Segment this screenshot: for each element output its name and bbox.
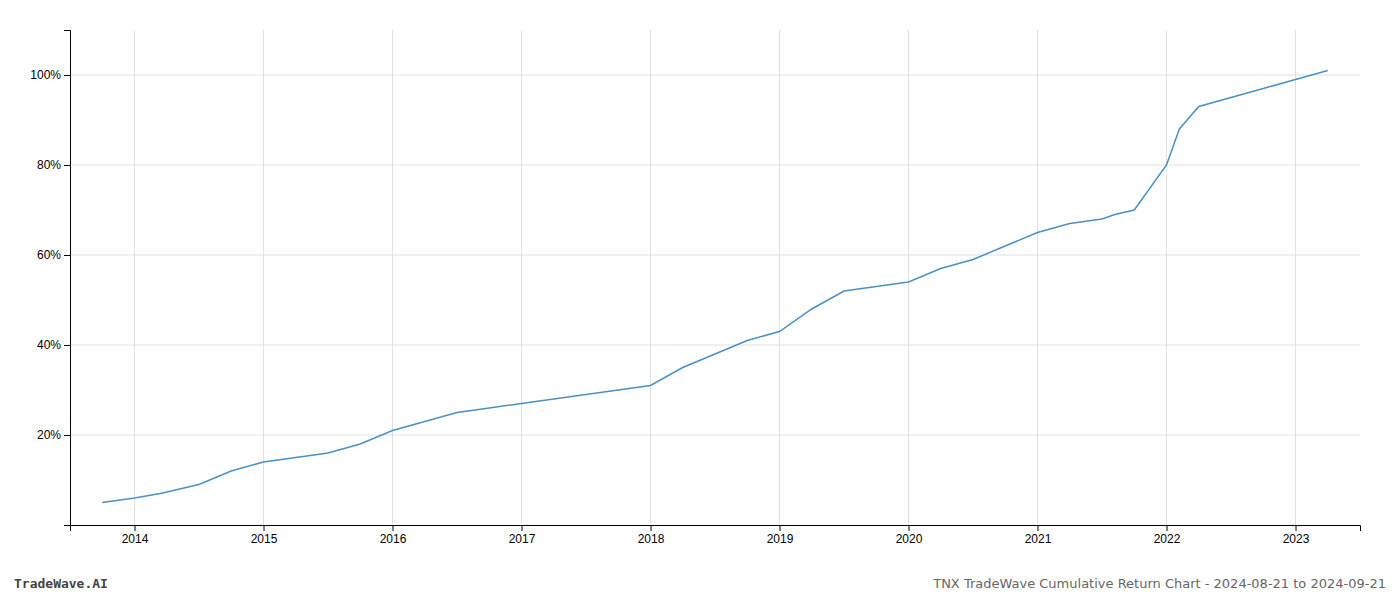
tick-label: 2020 (896, 532, 923, 546)
tick-mark (135, 525, 136, 531)
tick-mark (909, 525, 910, 531)
tick-mark (780, 525, 781, 531)
grid-line (392, 30, 393, 525)
x-axis: 2014 2015 2016 2017 2018 2019 2020 2021 2022 2023 (71, 525, 1361, 546)
tick-mark (522, 525, 523, 531)
footer-right: TNX TradeWave Cumulative Return Chart - … (932, 576, 1386, 591)
tick: 2014 (122, 525, 149, 546)
tick-label: 2023 (1283, 532, 1310, 546)
tick: 2021 (1025, 525, 1052, 546)
tick-mark (64, 345, 70, 346)
tick: 2023 (1283, 525, 1310, 546)
tick-mark (393, 525, 394, 531)
tick-label: 60% (37, 248, 61, 262)
y-axis: 20% 40% 60% 80% 100% (30, 31, 70, 526)
tick: 2022 (1154, 525, 1181, 546)
line (102, 71, 1328, 503)
tick-mark (1038, 525, 1039, 531)
tick-label: 2015 (251, 532, 278, 546)
grid-line (1295, 30, 1296, 525)
grid-line (134, 30, 135, 525)
grid-line (908, 30, 909, 525)
axis-line (64, 31, 71, 526)
grid (70, 30, 1360, 525)
tick: 2018 (638, 525, 665, 546)
tick: 20% (37, 428, 70, 442)
tick-label: 20% (37, 428, 61, 442)
tick-label: 2021 (1025, 532, 1052, 546)
tick-label: 2019 (767, 532, 794, 546)
tick-label: 2022 (1154, 532, 1181, 546)
tick: 2020 (896, 525, 923, 546)
grid-line (1166, 30, 1167, 525)
tick-label: 2016 (380, 532, 407, 546)
tick-mark (64, 255, 70, 256)
footer-left: TradeWave.AI (14, 576, 108, 591)
tick-mark (1167, 525, 1168, 531)
tick-mark (64, 435, 70, 436)
tick-mark (264, 525, 265, 531)
tick: 2015 (251, 525, 278, 546)
tick-label: 80% (37, 158, 61, 172)
tick-mark (64, 165, 70, 166)
chart: 2014 2015 2016 2017 2018 2019 2020 2021 2022 2023… (0, 0, 1400, 600)
tick: 80% (37, 158, 70, 172)
axis-line (71, 526, 1361, 532)
tick: 40% (37, 338, 70, 352)
tick: 60% (37, 248, 70, 262)
grid-line (1037, 30, 1038, 525)
tick: 2017 (509, 525, 536, 546)
tick-label: 2017 (509, 532, 536, 546)
tick-label: 2018 (638, 532, 665, 546)
tick-mark (1296, 525, 1297, 531)
tick-label: 40% (37, 338, 61, 352)
grid-line (521, 30, 522, 525)
grid-line (263, 30, 264, 525)
tick-mark (651, 525, 652, 531)
tick: 100% (30, 68, 70, 82)
footer: TradeWave.AI TNX TradeWave Cumulative Ret… (14, 576, 1386, 591)
tick-label: 100% (30, 68, 61, 82)
tick: 2016 (380, 525, 407, 546)
grid-line (779, 30, 780, 525)
tick-mark (64, 75, 70, 76)
tick-label: 2014 (122, 532, 149, 546)
marks (102, 71, 1328, 503)
plot: 2014 2015 2016 2017 2018 2019 2020 2021 2022 2023… (30, 30, 1360, 546)
grid-line (650, 30, 651, 525)
tick: 2019 (767, 525, 794, 546)
